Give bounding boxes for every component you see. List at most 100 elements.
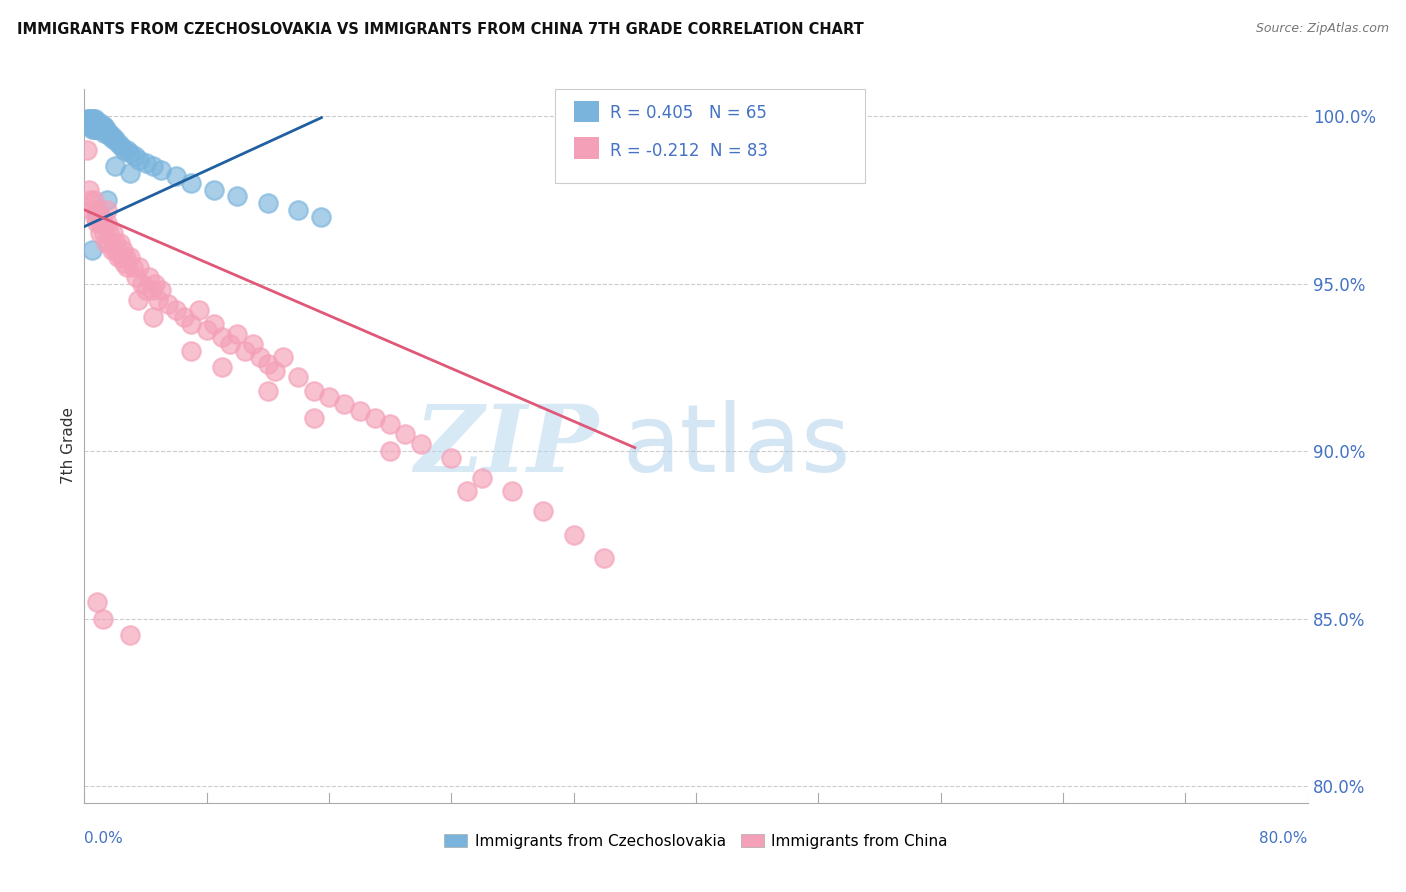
- Point: [302, 384, 325, 398]
- Point: [83, 119, 105, 133]
- Point: [101, 243, 124, 257]
- Point: [93, 119, 115, 133]
- Point: [98, 129, 121, 144]
- Point: [91, 611, 114, 625]
- Point: [79, 193, 101, 207]
- Point: [90, 119, 112, 133]
- Point: [257, 357, 280, 371]
- Point: [84, 112, 107, 127]
- Point: [456, 484, 478, 499]
- Point: [502, 484, 524, 499]
- Point: [135, 283, 157, 297]
- Point: [138, 269, 160, 284]
- Point: [257, 196, 280, 211]
- Point: [142, 310, 165, 324]
- Point: [96, 126, 118, 140]
- Point: [80, 243, 103, 257]
- Legend: Immigrants from Czechoslovakia, Immigrants from China: Immigrants from Czechoslovakia, Immigran…: [444, 834, 948, 848]
- Point: [143, 277, 166, 291]
- Point: [440, 450, 463, 465]
- Point: [195, 323, 218, 337]
- Point: [141, 283, 163, 297]
- Point: [112, 143, 135, 157]
- Point: [89, 116, 111, 130]
- Point: [271, 350, 294, 364]
- Point: [108, 236, 131, 251]
- Point: [83, 116, 105, 130]
- Point: [107, 136, 129, 150]
- Point: [349, 404, 371, 418]
- Point: [211, 330, 233, 344]
- Point: [83, 193, 105, 207]
- Point: [104, 132, 127, 146]
- Text: ZIP: ZIP: [413, 401, 598, 491]
- Point: [165, 169, 187, 184]
- Point: [257, 384, 280, 398]
- Point: [80, 112, 103, 127]
- Point: [105, 236, 128, 251]
- Point: [120, 166, 142, 180]
- Text: IMMIGRANTS FROM CZECHOSLOVAKIA VS IMMIGRANTS FROM CHINA 7TH GRADE CORRELATION CH: IMMIGRANTS FROM CZECHOSLOVAKIA VS IMMIGR…: [17, 22, 863, 37]
- Point: [76, 112, 98, 127]
- Point: [202, 317, 225, 331]
- Point: [318, 391, 340, 405]
- Point: [380, 444, 402, 458]
- Point: [103, 227, 125, 241]
- Point: [131, 277, 153, 291]
- Point: [87, 116, 110, 130]
- Point: [93, 126, 115, 140]
- Point: [218, 336, 240, 351]
- Point: [84, 116, 107, 130]
- Text: R = -0.212  N = 83: R = -0.212 N = 83: [610, 142, 768, 160]
- Point: [287, 202, 309, 217]
- Point: [111, 250, 134, 264]
- Point: [112, 256, 135, 270]
- Point: [79, 119, 101, 133]
- Point: [120, 250, 142, 264]
- Point: [77, 116, 100, 130]
- Point: [87, 119, 110, 133]
- Point: [122, 260, 145, 274]
- Point: [149, 162, 172, 177]
- Point: [83, 122, 105, 136]
- Point: [249, 350, 271, 364]
- Point: [91, 119, 114, 133]
- Point: [87, 202, 110, 217]
- Point: [80, 122, 103, 136]
- Point: [173, 310, 195, 324]
- Point: [120, 628, 142, 642]
- Point: [94, 236, 117, 251]
- Point: [226, 326, 249, 341]
- Point: [180, 176, 202, 190]
- Point: [165, 303, 187, 318]
- Text: 80.0%: 80.0%: [1260, 831, 1308, 847]
- Point: [89, 119, 111, 133]
- Point: [226, 189, 249, 203]
- Point: [333, 397, 356, 411]
- Point: [77, 119, 100, 133]
- Point: [86, 116, 108, 130]
- Point: [128, 153, 150, 167]
- Point: [115, 260, 138, 274]
- Point: [91, 122, 114, 136]
- Point: [89, 216, 111, 230]
- Point: [98, 236, 121, 251]
- Point: [157, 296, 180, 310]
- Point: [84, 122, 107, 136]
- Point: [110, 139, 132, 153]
- Point: [180, 343, 202, 358]
- Point: [124, 149, 146, 163]
- Point: [107, 250, 129, 264]
- Point: [242, 336, 264, 351]
- Point: [90, 210, 112, 224]
- Text: Source: ZipAtlas.com: Source: ZipAtlas.com: [1256, 22, 1389, 36]
- Point: [311, 210, 333, 224]
- Text: atlas: atlas: [623, 400, 851, 492]
- Point: [114, 250, 136, 264]
- Point: [97, 126, 120, 140]
- Point: [471, 471, 494, 485]
- Point: [264, 363, 287, 377]
- Point: [83, 112, 105, 127]
- Text: R = 0.405   N = 65: R = 0.405 N = 65: [610, 104, 768, 122]
- Point: [364, 410, 387, 425]
